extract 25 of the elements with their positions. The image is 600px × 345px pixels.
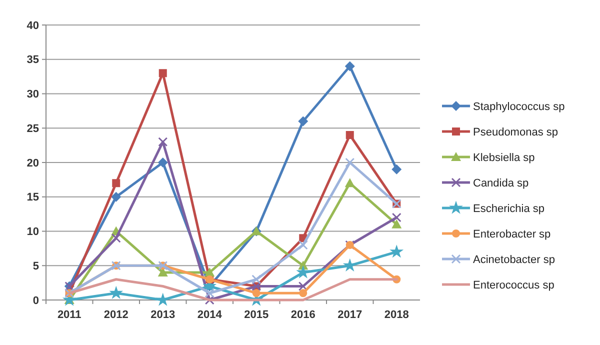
y-tick-label: 35	[26, 54, 39, 66]
x-tick-label: 2011	[57, 309, 82, 321]
y-tick-label: 5	[32, 260, 39, 272]
x-tick-label: 2015	[244, 309, 269, 321]
y-tick-label: 25	[26, 122, 39, 135]
legend-label: Acinetobacter sp	[473, 254, 555, 266]
legend-label: Enterobacter sp	[473, 228, 551, 240]
legend-label: Candida sp	[473, 177, 529, 190]
x-tick-label: 2017	[338, 309, 362, 321]
x-tick-label: 2013	[150, 309, 176, 321]
legend-label: Staphylococcus sp	[473, 100, 565, 113]
y-tick-label: 15	[26, 192, 39, 204]
legend-label: Escherichia sp	[473, 202, 545, 215]
legend-label: Pseudomonas sp	[473, 126, 558, 138]
y-tick-label: 30	[26, 88, 39, 101]
x-tick-label: 2012	[104, 309, 128, 321]
y-tick-label: 0	[32, 294, 39, 307]
legend-label: Enterococcus sp	[473, 279, 554, 292]
y-tick-label: 20	[26, 157, 39, 170]
y-tick-label: 10	[26, 226, 39, 238]
legend-label: Klebsiella sp	[473, 152, 535, 164]
x-tick-label: 2016	[290, 309, 316, 321]
x-tick-label: 2018	[384, 309, 409, 321]
y-tick-label: 40	[26, 20, 39, 32]
x-tick-label: 2014	[197, 309, 223, 321]
